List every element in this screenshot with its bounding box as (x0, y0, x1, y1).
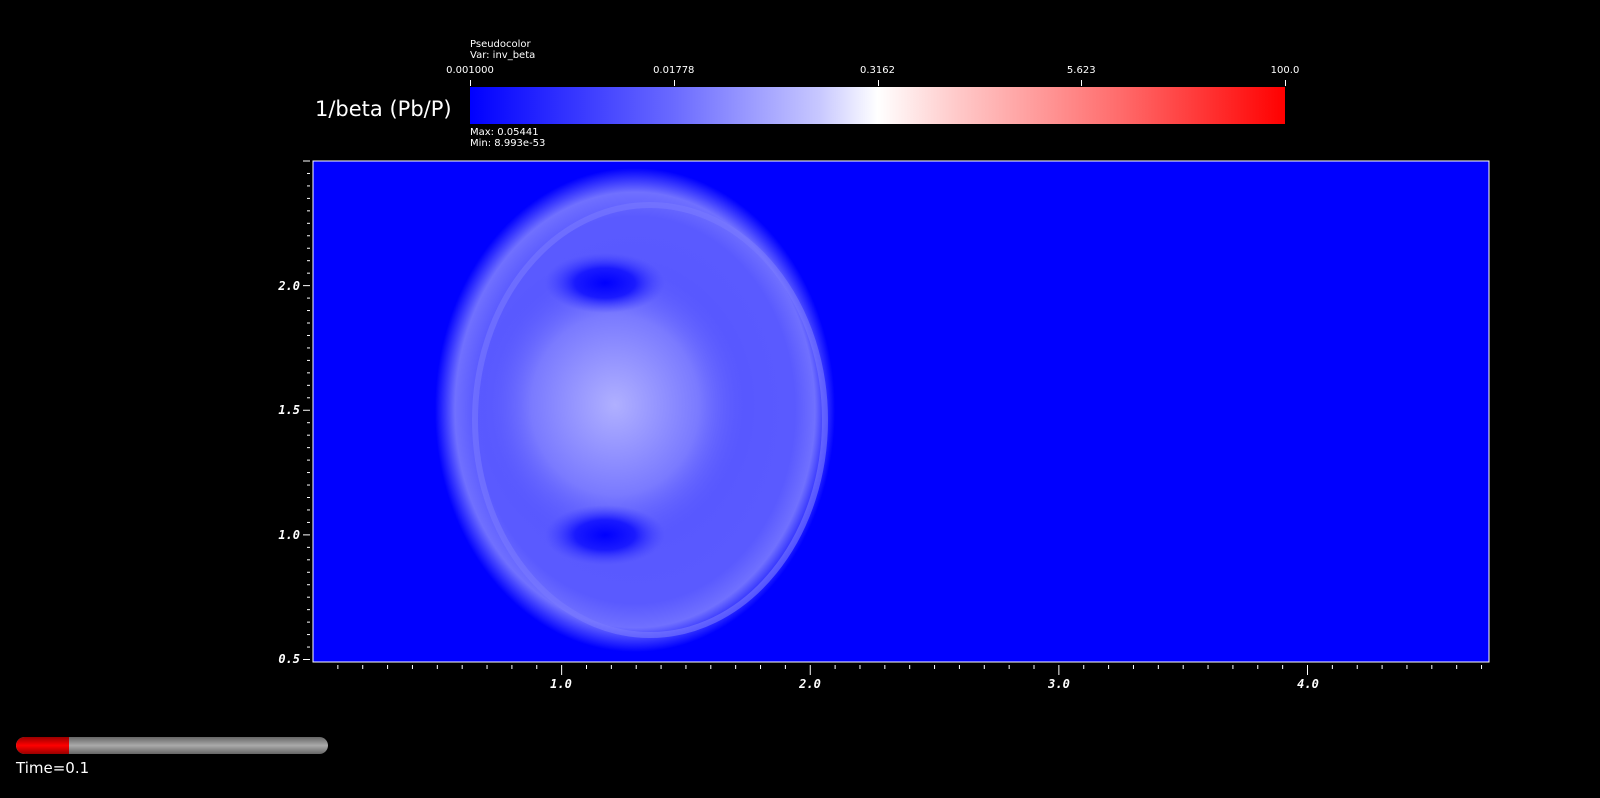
core-blob (475, 255, 755, 555)
colorbar-tick-label: 0.001000 (446, 65, 494, 76)
colorbar-tick (1081, 80, 1083, 86)
x-axis (337, 665, 1483, 675)
colorbar-tick (877, 80, 879, 86)
legend-max: Max: 0.05441 (470, 127, 539, 138)
y-tick-label: 1.0 (278, 528, 300, 542)
y-axis (303, 160, 310, 661)
low-spot-top (545, 253, 665, 313)
plot-frame (312, 160, 1490, 663)
colorbar-tick-label: 0.3162 (860, 65, 895, 76)
x-tick-label: 4.0 (1297, 677, 1319, 691)
x-tick-label: 1.0 (550, 677, 572, 691)
x-tick-label: 2.0 (798, 677, 821, 691)
y-tick-label: 2.0 (277, 279, 300, 293)
colorbar-tick (1285, 80, 1286, 86)
colorbar (470, 87, 1285, 124)
colorbar-tick (673, 80, 675, 86)
legend-plot-type: Pseudocolor (470, 39, 531, 50)
time-label: Time=0.1 (16, 759, 90, 777)
time-slider-progress (16, 737, 70, 754)
y-tick-label: 0.5 (278, 652, 300, 666)
colorbar-tick-label: 100.0 (1270, 65, 1300, 76)
legend-title: 1/beta (Pb/P) (315, 97, 452, 121)
colorbar-tick-label: 5.623 (1066, 65, 1096, 76)
x-tick-label: 3.0 (1047, 677, 1070, 691)
time-slider[interactable] (16, 737, 328, 754)
y-tick-label: 1.5 (278, 403, 300, 417)
low-spot-bottom (545, 505, 665, 565)
legend-min: Min: 8.993e-53 (470, 138, 546, 149)
legend-variable: Var: inv_beta (470, 50, 536, 61)
inner-shell-edge (472, 202, 828, 638)
colorbar-tick (470, 80, 471, 86)
colorbar-tick-label: 0.01778 (653, 65, 695, 76)
